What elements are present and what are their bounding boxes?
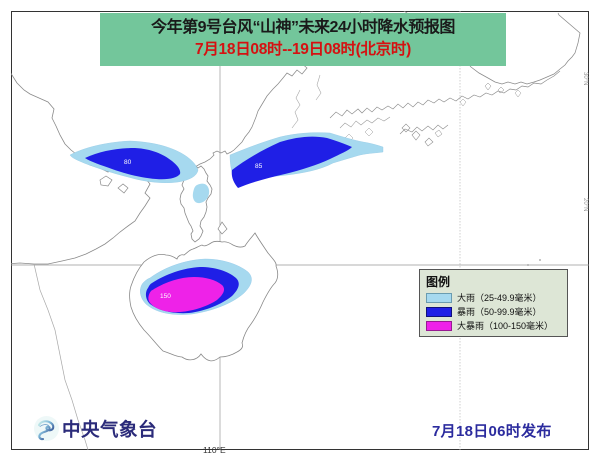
- svg-text:150: 150: [160, 293, 171, 300]
- svg-text:80: 80: [124, 159, 132, 166]
- svg-text:85: 85: [255, 163, 263, 170]
